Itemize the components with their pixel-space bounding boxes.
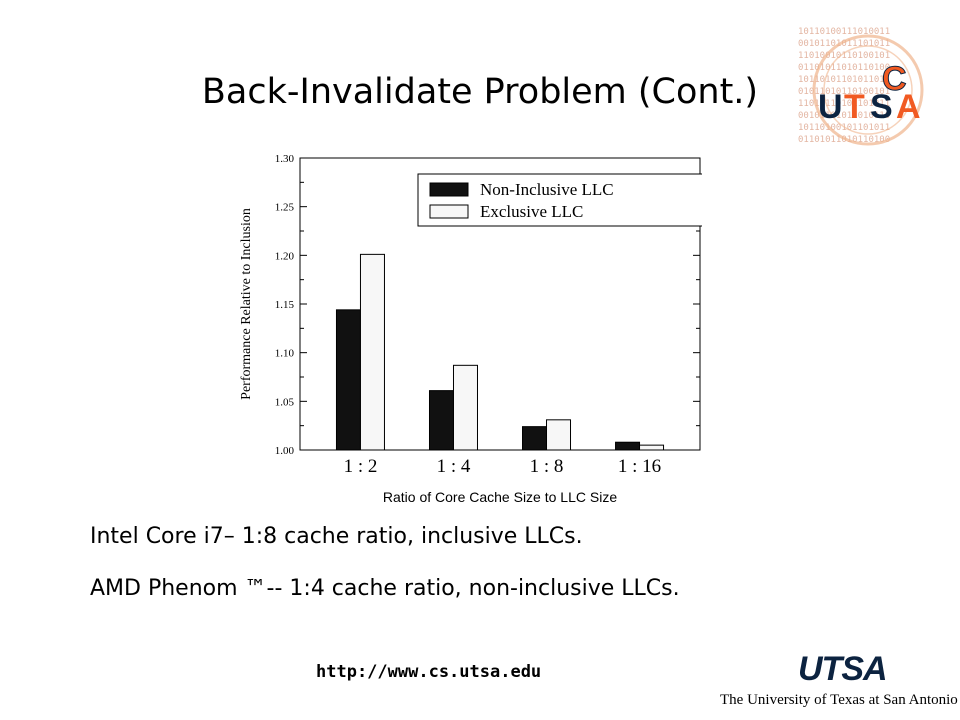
x-tick-label: 1 : 4 [437,456,471,477]
y-tick-label: 1.10 [275,348,295,360]
svg-text:00101101011101011: 00101101011101011 [798,39,890,49]
bar-non-inclusive [522,426,548,451]
svg-text:11010110101101011: 11010110101101011 [798,99,890,109]
legend-swatch [429,182,469,197]
bar-exclusive [546,419,572,451]
utsa-seal-logo: 10110100111010011 00101101011101011 1101… [798,27,924,146]
y-tick-label: 1.30 [275,153,295,165]
y-axis-label: Performance Relative to Inclusion [239,208,254,400]
utsa-subtitle: The University of Texas at San Antonio [720,692,958,708]
utsa-wordmark: UTSA [798,650,888,688]
x-tick-label: 1 : 8 [530,456,564,477]
x-axis-label: Ratio of Core Cache Size to LLC Size [383,489,617,505]
svg-text:10110100101101011: 10110100101101011 [798,123,890,133]
footer-url-link[interactable]: http://www.cs.utsa.edu [316,662,542,682]
svg-text:U: U [818,88,843,126]
svg-text:T: T [844,88,865,126]
utsa-footer-logo: UTSA The University of Texas at San Anto… [712,650,958,714]
svg-text:01011010110100101: 01011010110100101 [798,87,890,97]
bar-non-inclusive [428,390,454,451]
slide-title: Back-Invalidate Problem (Cont.) [201,72,759,112]
y-tick-label: 1.00 [275,445,295,457]
svg-text:10110101101011011: 10110101101011011 [798,75,890,85]
legend-swatch [429,204,469,219]
svg-text:01101011010110100: 01101011010110100 [798,63,890,73]
bar-non-inclusive [335,309,361,451]
bullet-intel: Intel Core i7– 1:8 cache ratio, inclusiv… [90,524,583,549]
svg-text:S: S [870,88,893,126]
bullet-amd: AMD Phenom ™-- 1:4 cache ratio, non-incl… [90,576,680,601]
bar-exclusive [452,364,478,451]
legend-label: Non-Inclusive LLC [480,180,614,199]
bar-exclusive [639,444,665,451]
svg-text:11010010110100101: 11010010110100101 [798,51,890,61]
bar-exclusive [359,253,385,451]
y-tick-label: 1.15 [275,299,295,311]
svg-text:00101101011010110: 00101101011010110 [798,111,890,121]
bar-non-inclusive [615,441,641,451]
legend-label: Exclusive LLC [480,202,583,221]
chart-svg: 1.00 1.05 1.10 1.15 1.20 1.25 1.30 1 : 2 1 : 4 1 … [239,153,711,505]
bar-chart: 1.00 1.05 1.10 1.15 1.20 1.25 1.30 1 : 2 1 : 4 1 … [232,146,711,510]
x-tick-label: 1 : 16 [618,456,661,477]
svg-text:10110100111010011: 10110100111010011 [798,27,890,37]
y-tick-label: 1.20 [275,250,295,262]
y-tick-label: 1.05 [275,396,295,408]
x-tick-label: 1 : 2 [344,456,378,477]
svg-text:C: C [882,60,907,98]
y-tick-label: 1.25 [275,202,295,214]
svg-text:A: A [896,88,921,126]
